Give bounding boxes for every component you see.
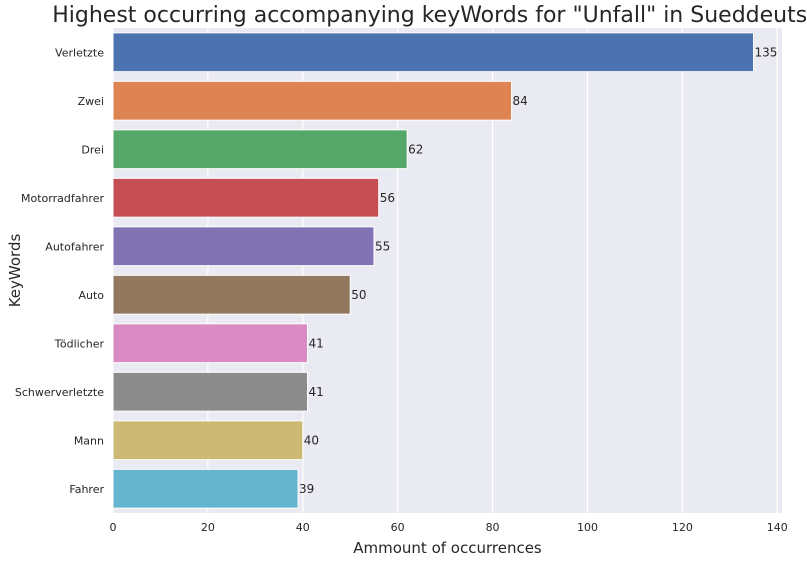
- bar-schwerverletzte: [112, 371, 309, 412]
- bar-value-label: 62: [408, 142, 423, 156]
- y-tick-label: Autofahrer: [45, 240, 104, 253]
- bar-autofahrer: [112, 226, 375, 267]
- bar-value-label: 55: [375, 239, 390, 253]
- y-tick-label: Tödlicher: [54, 337, 105, 350]
- bar-fahrer: [112, 468, 299, 509]
- y-tick-label: Schwerverletzte: [15, 386, 104, 399]
- bar-value-label: 41: [309, 336, 324, 350]
- bar-tödlicher: [112, 323, 309, 364]
- y-axis-label: KeyWords: [6, 234, 24, 308]
- x-tick-label: 60: [391, 521, 405, 534]
- bar-value-label: 84: [513, 94, 528, 108]
- data-labels: 135 84 62 56 55 50 41 41 40 39: [299, 45, 777, 496]
- bar-value-label: 40: [304, 433, 319, 447]
- x-tick-label: 40: [296, 521, 310, 534]
- x-tick-label: 100: [577, 521, 598, 534]
- bar-zwei: [112, 80, 513, 121]
- y-tick-label: Drei: [81, 143, 104, 156]
- y-tick-label: Mann: [74, 434, 104, 447]
- bar-value-label: 50: [351, 288, 366, 302]
- x-axis-label: Ammount of occurrences: [353, 539, 542, 557]
- bar-motorradfahrer: [112, 177, 380, 218]
- y-tick-label: Verletzte: [55, 46, 104, 59]
- bar-verletzte: [112, 32, 755, 73]
- y-tick-label: Motorradfahrer: [21, 192, 104, 205]
- bar-value-label: 135: [755, 45, 778, 59]
- bars: [112, 32, 755, 509]
- y-tick-labels: Verletzte Zwei Drei Motorradfahrer Autofahre…: [15, 46, 105, 496]
- y-tick-label: Auto: [78, 289, 104, 302]
- bar-mann: [112, 420, 304, 461]
- bar-value-label: 39: [299, 482, 314, 496]
- x-tick-label: 20: [201, 521, 215, 534]
- bar-value-label: 56: [380, 191, 395, 205]
- y-tick-label: Zwei: [78, 95, 104, 108]
- x-tick-label: 0: [110, 521, 117, 534]
- x-tick-labels: 0 20 40 60 80 100 120 140: [110, 521, 788, 534]
- bar-drei: [112, 129, 408, 170]
- bar-auto: [112, 274, 351, 315]
- bar-value-label: 41: [309, 385, 324, 399]
- chart-title: Highest occurring accompanying keyWords …: [52, 3, 807, 28]
- y-tick-label: Fahrer: [69, 483, 104, 496]
- x-tick-label: 120: [672, 521, 693, 534]
- x-tick-label: 80: [486, 521, 500, 534]
- x-tick-label: 140: [767, 521, 788, 534]
